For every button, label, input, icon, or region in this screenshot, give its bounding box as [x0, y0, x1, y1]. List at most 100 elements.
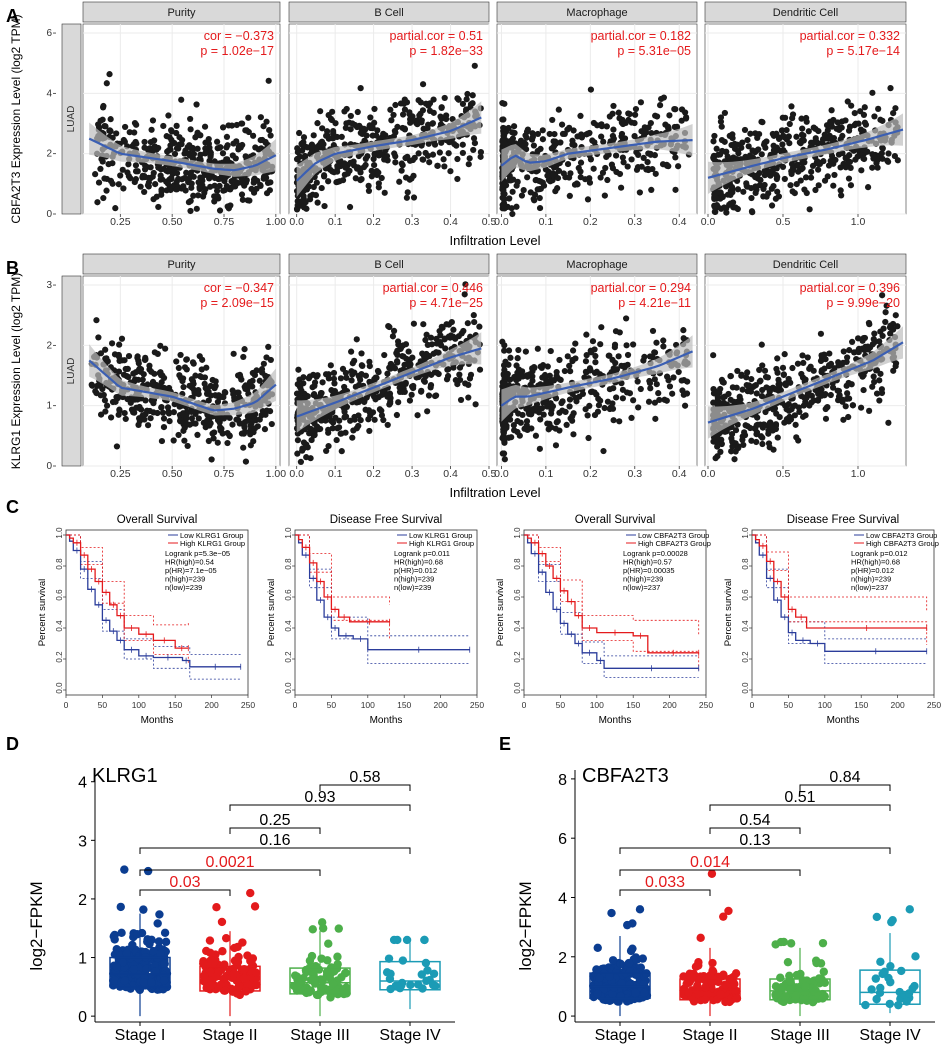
scatter-point	[506, 175, 514, 183]
scatter-point	[584, 196, 592, 203]
scatter-point	[647, 119, 654, 127]
scatter-point	[610, 365, 617, 372]
scatter-point	[135, 360, 142, 367]
scatter-point	[211, 198, 218, 205]
x-tick-label: 0.4	[443, 468, 458, 480]
scatter-point	[119, 166, 126, 173]
x-tick-label: 0.3	[405, 216, 420, 228]
scatter-point	[501, 374, 509, 382]
scatter-point	[619, 120, 627, 128]
jitter-point	[322, 967, 332, 977]
scatter-point	[201, 374, 209, 381]
scatter-point	[593, 391, 600, 398]
scatter-point	[245, 114, 252, 121]
scatter-point	[833, 125, 840, 132]
scatter-point	[434, 162, 441, 169]
scatter-point	[89, 382, 96, 389]
scatter-point	[300, 134, 308, 141]
scatter-point	[756, 176, 764, 183]
scatter-point	[788, 170, 795, 178]
scatter-point	[198, 366, 205, 373]
scatter-point	[625, 110, 632, 117]
scatter-point	[610, 417, 617, 424]
scatter-point	[623, 342, 630, 349]
scatter-point	[131, 129, 138, 136]
scatter-point	[175, 145, 182, 152]
scatter-point	[93, 390, 100, 397]
scatter-point	[768, 202, 776, 209]
scatter-point	[125, 373, 132, 381]
scatter-point	[384, 370, 391, 377]
scatter-point	[892, 360, 900, 367]
scatter-point	[734, 141, 741, 148]
y-tick-label: 1.0	[284, 527, 293, 539]
scatter-point	[890, 367, 897, 374]
jitter-point	[318, 976, 328, 985]
scatter-point	[514, 178, 521, 185]
scatter-point	[604, 176, 611, 184]
scatter-point	[369, 409, 377, 416]
jitter-point	[206, 981, 215, 990]
scatter-point	[438, 104, 445, 111]
scatter-point	[357, 376, 364, 383]
scatter-point	[673, 123, 681, 130]
y-tick-label: 2	[558, 950, 567, 967]
scatter-point	[325, 112, 332, 119]
scatter-point	[645, 398, 653, 405]
scatter-point	[890, 110, 897, 117]
scatter-point	[476, 323, 483, 330]
stage-group-4: Stage IV	[379, 935, 441, 1044]
scatter-point	[223, 182, 231, 190]
scatter-point	[771, 131, 778, 139]
scatter-point	[260, 173, 268, 180]
scatter-point	[371, 416, 378, 423]
scatter-point	[566, 174, 573, 181]
scatter-point	[257, 114, 264, 121]
scatter-point	[168, 128, 175, 135]
scatter-point	[113, 130, 120, 137]
scatter-point	[864, 148, 871, 155]
scatter-point	[116, 406, 123, 413]
scatter-point	[476, 366, 484, 373]
jitter-point	[623, 920, 632, 930]
scatter-point	[116, 341, 123, 348]
scatter-point	[640, 129, 647, 136]
scatter-point	[325, 371, 332, 378]
panel-strip-title: Dendritic Cell	[773, 259, 838, 271]
scatter-point	[513, 203, 520, 210]
scatter-point	[858, 404, 865, 411]
scatter-point	[421, 378, 428, 385]
scatter-point	[388, 117, 395, 124]
scatter-point	[765, 190, 772, 197]
panel-strip	[288, 253, 490, 275]
scatter-point	[459, 141, 466, 148]
scatter-point	[429, 120, 437, 127]
scatter-point	[207, 151, 214, 159]
scatter-point	[877, 328, 884, 335]
scatter-point	[353, 165, 361, 172]
scatter-point	[318, 184, 325, 192]
scatter-point	[620, 135, 627, 142]
scatter-point	[788, 406, 795, 413]
scatter-point	[395, 399, 402, 406]
scatter-point	[518, 142, 525, 149]
scatter-point	[647, 385, 654, 392]
scatter-point	[849, 338, 856, 345]
scatter-point	[427, 381, 435, 389]
x-tick-label: 150	[854, 700, 868, 710]
scatter-point	[828, 107, 835, 114]
scatter-point	[221, 177, 228, 185]
scatter-point	[266, 408, 274, 415]
scatter-point	[618, 184, 625, 191]
scatter-point	[438, 115, 445, 122]
scatter-point	[321, 172, 328, 179]
scatter-point	[142, 354, 149, 361]
fit-line	[88, 359, 277, 412]
scatter-point	[584, 412, 591, 419]
scatter-point	[818, 367, 826, 374]
scatter-point	[552, 163, 559, 170]
bracket-p-value: 0.0021	[206, 854, 255, 871]
scatter-point	[433, 369, 441, 376]
scatter-point	[786, 140, 793, 147]
